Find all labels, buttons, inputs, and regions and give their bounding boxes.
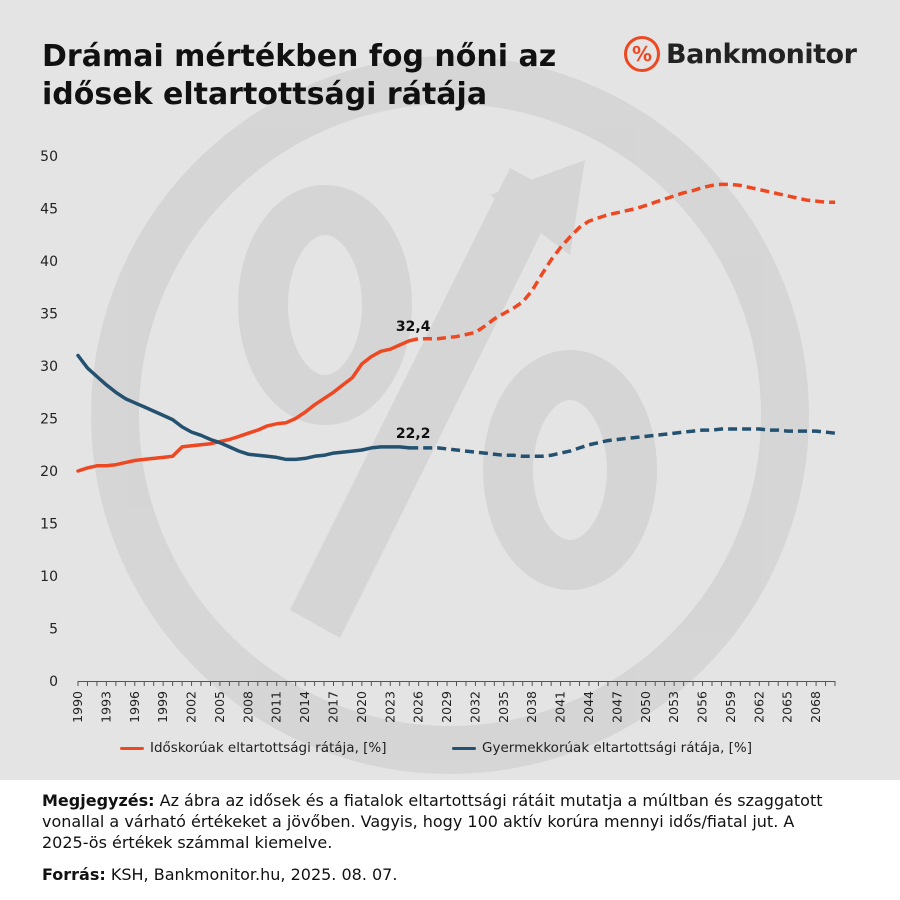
x-tick-label: 2020 [354, 691, 369, 723]
x-tick-label: 2056 [695, 691, 710, 723]
x-tick-label: 2044 [581, 691, 596, 723]
x-tick-label: 1993 [98, 691, 113, 723]
brand-name: Bankmonitor [666, 38, 857, 70]
y-tick-label: 20 [40, 464, 58, 480]
legend-swatch-elderly [120, 746, 144, 750]
x-tick-label: 2029 [439, 691, 454, 723]
x-tick-label: 2053 [666, 691, 681, 723]
x-tick-label: 2068 [808, 691, 823, 723]
bankmonitor-logo: % Bankmonitor [624, 36, 857, 72]
legend: Időskorúak eltartottsági rátája, [%] Gye… [0, 740, 900, 762]
x-tick-label: 2047 [609, 691, 624, 723]
source: Forrás: KSH, Bankmonitor.hu, 2025. 08. 0… [42, 864, 397, 885]
watermark-slash [290, 168, 560, 638]
x-tick-label: 2065 [780, 691, 795, 723]
x-tick-label: 2032 [467, 691, 482, 723]
y-tick-label: 25 [40, 412, 58, 428]
source-text: KSH, Bankmonitor.hu, 2025. 08. 07. [105, 865, 398, 884]
series-1-historical-line [76, 353, 411, 462]
x-tick-label: 2050 [638, 691, 653, 723]
y-tick-label: 50 [40, 149, 58, 165]
x-tick-label: 2002 [184, 691, 199, 723]
y-tick-label: 45 [40, 202, 58, 218]
chart-panel: Drámai mértékben fog nőni az idősek elta… [0, 0, 900, 780]
legend-swatch-children [452, 746, 476, 750]
x-tick-label: 2011 [269, 691, 284, 723]
title-line-1: Drámai mértékben fog nőni az [42, 39, 557, 74]
watermark-ring [91, 56, 809, 774]
y-axis: 0 5 10 15 20 25 30 35 40 45 50 [40, 149, 58, 690]
x-tick-label: 1999 [155, 691, 170, 723]
watermark-lower-dot [483, 350, 657, 590]
legend-label-children: Gyermekkorúak eltartottsági rátája, [%] [482, 740, 753, 756]
line-chart: 0 5 10 15 20 25 30 35 40 45 50 1990 1993 1996 1999 200… [40, 56, 836, 774]
x-axis: 1990 1993 1996 1999 2002 2005 2008 2011 2014 2017… [70, 681, 836, 723]
x-tick-label: 2062 [751, 691, 766, 723]
data-label-0: 32,4 [396, 319, 431, 335]
annotation-layer: 32,4 22,2 [396, 319, 431, 442]
y-tick-label: 15 [40, 517, 58, 533]
series-layer [76, 182, 836, 473]
y-tick-label: 5 [49, 622, 58, 638]
watermark-arrow-head [490, 160, 585, 255]
percent-icon: % [624, 36, 660, 72]
x-tick-label: 2059 [723, 691, 738, 723]
x-tick-label: 2026 [411, 691, 426, 723]
legend-label-elderly: Időskorúak eltartottsági rátája, [%] [150, 740, 387, 756]
series-1-projection-line [409, 427, 836, 459]
y-tick-label: 35 [40, 307, 58, 323]
data-label-1: 22,2 [396, 426, 431, 442]
x-tick-label: 2005 [212, 691, 227, 723]
source-label: Forrás: [42, 865, 106, 884]
y-tick-label: 10 [40, 569, 58, 585]
percent-watermark [91, 56, 809, 774]
legend-item-elderly: Időskorúak eltartottsági rátája, [%] [120, 740, 387, 756]
watermark-upper-dot [238, 185, 412, 425]
x-tick-label: 2023 [382, 691, 397, 723]
series-0-historical-line [76, 339, 411, 473]
note-label: Megjegyzés: [42, 791, 155, 810]
series-0-projection-line [408, 182, 835, 343]
x-tick-label: 2035 [496, 691, 511, 723]
y-tick-label: 30 [40, 359, 58, 375]
legend-item-children: Gyermekkorúak eltartottsági rátája, [%] [452, 740, 752, 756]
note-text: Az ábra az idősek és a fiatalok eltartot… [42, 791, 823, 852]
chart-title: Drámai mértékben fog nőni az idősek elta… [42, 38, 602, 114]
x-tick-label: 2008 [240, 691, 255, 723]
y-tick-label: 0 [49, 674, 58, 690]
title-line-2: idősek eltartottsági rátája [42, 77, 488, 112]
x-tick-label: 2017 [325, 691, 340, 723]
x-tick-label: 2041 [553, 691, 568, 723]
x-tick-label: 2014 [297, 691, 312, 723]
y-tick-label: 40 [40, 254, 58, 270]
x-tick-label: 1990 [70, 691, 85, 723]
note: Megjegyzés: Az ábra az idősek és a fiata… [42, 790, 842, 853]
x-tick-label: 2038 [524, 691, 539, 723]
x-tick-label: 1996 [127, 691, 142, 723]
